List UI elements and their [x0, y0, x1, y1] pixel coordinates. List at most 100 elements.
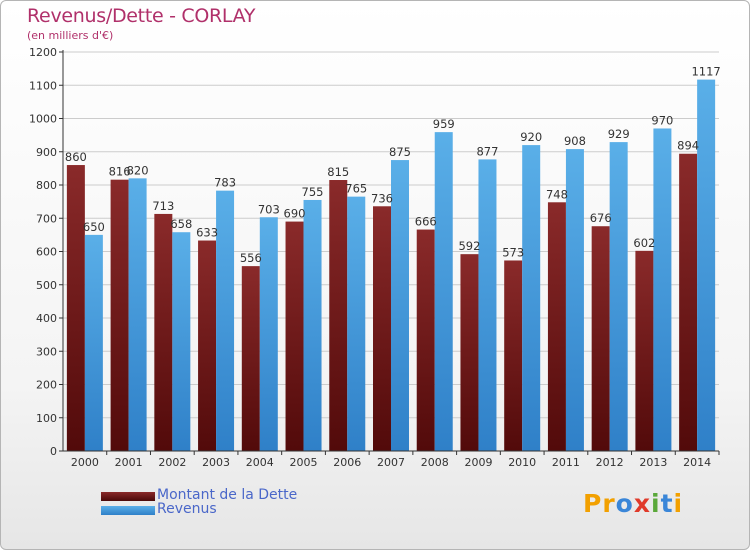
- data-label-dette: 666: [415, 215, 437, 229]
- bar-dette: [66, 165, 85, 452]
- bar-dette: [547, 202, 566, 451]
- bar-dette: [154, 213, 173, 451]
- y-tick-label: 500: [36, 279, 57, 292]
- bar-revenus: [128, 178, 147, 451]
- data-label-dette: 736: [371, 191, 393, 205]
- bar-revenus: [434, 132, 453, 451]
- bar-revenus: [522, 145, 541, 451]
- bar-revenus: [609, 142, 628, 452]
- y-tick-label: 300: [36, 345, 57, 358]
- data-label-revenus: 970: [651, 113, 673, 127]
- data-label-dette: 592: [458, 239, 480, 253]
- data-label-dette: 602: [633, 236, 655, 250]
- bars-layer: [66, 79, 716, 452]
- data-label-revenus: 755: [302, 185, 324, 199]
- x-tick-label: 2008: [421, 456, 449, 469]
- data-label-dette: 556: [240, 251, 262, 265]
- x-tick-label: 2013: [639, 456, 667, 469]
- x-tick-label: 2012: [596, 456, 624, 469]
- data-label-revenus: 783: [214, 176, 236, 190]
- chart-subtitle: (en milliers d'€): [27, 29, 114, 42]
- bar-dette: [416, 229, 435, 451]
- data-label-revenus: 875: [389, 145, 411, 159]
- bar-revenus: [653, 128, 672, 451]
- bar-revenus: [259, 217, 278, 451]
- data-label-dette: 690: [284, 207, 306, 221]
- data-label-revenus: 920: [520, 130, 542, 144]
- x-tick-label: 2004: [246, 456, 274, 469]
- bar-dette: [373, 206, 391, 451]
- bar-dette: [679, 153, 698, 451]
- x-tick-label: 2002: [158, 456, 186, 469]
- bar-revenus: [697, 79, 716, 451]
- x-tick-label: 2006: [333, 456, 361, 469]
- data-label-revenus: 877: [476, 144, 498, 158]
- bar-revenus: [216, 190, 235, 451]
- data-label-revenus: 820: [127, 163, 149, 177]
- bar-dette: [460, 254, 479, 451]
- x-tick-label: 2010: [508, 456, 536, 469]
- y-tick-label: 700: [36, 212, 57, 225]
- bar-dette: [241, 266, 260, 451]
- y-tick-label: 100: [36, 412, 57, 425]
- bar-dette: [329, 180, 348, 451]
- legend-swatch-revenus: [101, 506, 155, 515]
- data-label-revenus: 658: [170, 217, 192, 231]
- legend-label-revenus: Revenus: [157, 501, 217, 517]
- data-label-dette: 894: [677, 139, 699, 153]
- bar-revenus: [347, 196, 366, 451]
- y-tick-label: 800: [36, 179, 57, 192]
- proxiti-logo: Proxiti: [583, 489, 684, 518]
- y-tick-label: 600: [36, 246, 57, 259]
- bar-revenus: [84, 234, 103, 451]
- y-tick-label: 400: [36, 312, 57, 325]
- x-tick-label: 2009: [464, 456, 492, 469]
- x-tick-label: 2005: [290, 456, 318, 469]
- data-label-dette: 748: [546, 187, 568, 201]
- bar-revenus: [478, 159, 497, 451]
- chart-title: Revenus/Dette - CORLAY: [27, 5, 256, 27]
- bar-dette: [635, 250, 654, 451]
- bar-dette: [285, 221, 304, 451]
- data-label-dette: 860: [65, 150, 87, 164]
- bar-revenus: [172, 232, 191, 451]
- bar-dette: [110, 179, 129, 451]
- data-label-revenus: 703: [258, 202, 280, 216]
- data-label-dette: 816: [109, 165, 131, 179]
- x-tick-label: 2014: [683, 456, 711, 469]
- bar-revenus: [303, 199, 322, 451]
- data-label-dette: 633: [196, 226, 218, 240]
- bar-dette: [591, 226, 610, 451]
- data-label-revenus: 929: [608, 127, 630, 141]
- legend-swatch-dette: [101, 492, 155, 501]
- data-label-dette: 815: [327, 165, 349, 179]
- y-tick-label: 0: [50, 445, 57, 458]
- x-tick-label: 2001: [115, 456, 143, 469]
- data-label-revenus: 650: [83, 220, 105, 234]
- axis-layer: 0 100 200 300 400 500 600 700 800 900 1000 1100 1200…: [29, 46, 720, 469]
- data-label-revenus: 765: [345, 182, 367, 196]
- data-label-revenus: 908: [564, 134, 586, 148]
- data-label-dette: 573: [502, 245, 524, 259]
- x-tick-label: 2011: [552, 456, 580, 469]
- y-tick-label: 1200: [29, 46, 57, 59]
- bar-dette: [504, 260, 523, 451]
- y-tick-label: 1100: [29, 79, 57, 92]
- data-label-revenus: 1117: [691, 65, 720, 79]
- legend-label-dette: Montant de la Dette: [157, 487, 298, 503]
- bar-revenus: [565, 149, 584, 451]
- x-tick-label: 2003: [202, 456, 230, 469]
- y-tick-label: 1000: [29, 113, 57, 126]
- bar-revenus: [391, 160, 409, 451]
- data-label-revenus: 959: [433, 117, 455, 131]
- x-tick-label: 2007: [377, 456, 405, 469]
- bar-dette: [198, 240, 217, 451]
- y-tick-label: 900: [36, 146, 57, 159]
- y-tick-label: 200: [36, 379, 57, 392]
- data-label-dette: 713: [152, 199, 174, 213]
- data-label-dette: 676: [590, 211, 612, 225]
- x-tick-label: 2000: [71, 456, 99, 469]
